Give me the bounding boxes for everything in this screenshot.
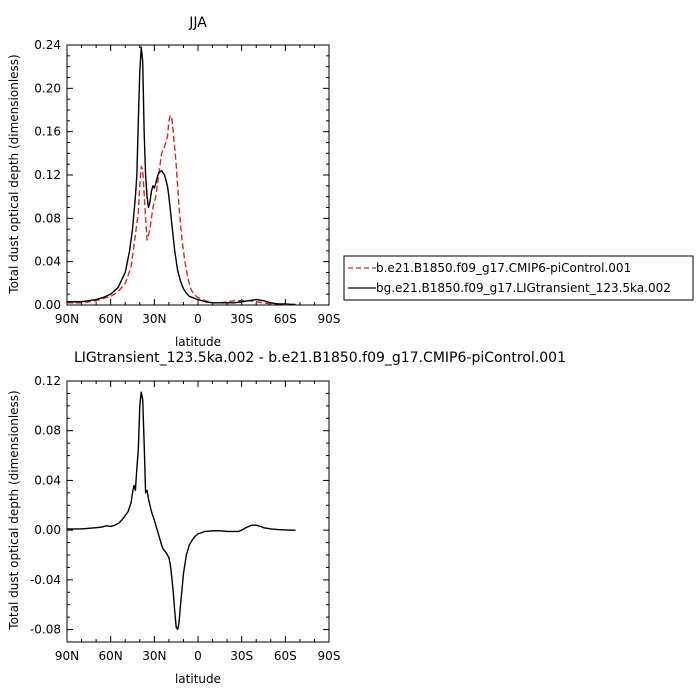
top-panel: JJA 90N 60N 30N 0 30S 60S 90S 0.00 0.04 0.08 0.12 0… bbox=[7, 15, 340, 349]
top-y-tick-label: 0.08 bbox=[34, 211, 61, 225]
bottom-x-tick-label: 30S bbox=[230, 649, 253, 663]
bottom-y-tick-label: 0.04 bbox=[34, 473, 61, 487]
top-x-tick-label: 60N bbox=[99, 312, 123, 326]
series-line-difference bbox=[67, 391, 296, 631]
top-y-axis-label: Total dust optical depth (dimensionless) bbox=[7, 54, 21, 294]
top-y-tick-label: 0.16 bbox=[34, 125, 61, 139]
top-x-tick-label: 30N bbox=[142, 312, 166, 326]
top-y-tick-label: 0.04 bbox=[34, 255, 61, 269]
top-x-axis-label: latitude bbox=[175, 335, 221, 349]
bottom-x-tick-label: 60S bbox=[274, 649, 297, 663]
top-chart-title: JJA bbox=[188, 15, 207, 31]
bottom-x-tick-label: 0 bbox=[194, 649, 202, 663]
bottom-x-axis-label: latitude bbox=[175, 672, 221, 686]
series-line-picontrol bbox=[67, 114, 296, 306]
bottom-x-tick-label: 90S bbox=[318, 649, 341, 663]
bottom-y-tick-label: -0.04 bbox=[30, 573, 61, 587]
series-line-ligtransient bbox=[67, 46, 296, 306]
top-x-tick-label: 90S bbox=[318, 312, 341, 326]
bottom-plot-frame bbox=[66, 380, 330, 643]
top-y-tick-label: 0.20 bbox=[34, 81, 61, 95]
bottom-chart-title: LIGtransient_123.5ka.002 - b.e21.B1850.f… bbox=[74, 350, 566, 366]
bottom-y-tick-label: 0.00 bbox=[34, 523, 61, 537]
bottom-y-axis-label: Total dust optical depth (dimensionless) bbox=[7, 390, 21, 630]
bottom-x-tick-label: 60N bbox=[99, 649, 123, 663]
top-x-tick-label: 0 bbox=[194, 312, 202, 326]
bottom-panel: LIGtransient_123.5ka.002 - b.e21.B1850.f… bbox=[7, 350, 566, 686]
top-y-tick-label: 0.12 bbox=[34, 168, 61, 182]
bottom-y-tick-label: 0.12 bbox=[34, 374, 61, 388]
top-plot-frame bbox=[66, 44, 330, 306]
legend-label-picontrol: b.e21.B1850.f09_g17.CMIP6-piControl.001 bbox=[376, 261, 631, 275]
legend-box bbox=[343, 255, 694, 301]
legend: b.e21.B1850.f09_g17.CMIP6-piControl.001 … bbox=[343, 255, 694, 301]
top-x-tick-label: 60S bbox=[274, 312, 297, 326]
bottom-y-tick-label: 0.08 bbox=[34, 424, 61, 438]
bottom-y-tick-label: -0.08 bbox=[30, 623, 61, 637]
bottom-x-tick-label: 90N bbox=[55, 649, 79, 663]
top-x-tick-label: 30S bbox=[230, 312, 253, 326]
top-y-tick-label: 0.00 bbox=[34, 298, 61, 312]
legend-label-ligtransient: bg.e21.B1850.f09_g17.LIGtransient_123.5k… bbox=[376, 281, 671, 295]
top-y-tick-label: 0.24 bbox=[34, 38, 61, 52]
top-x-tick-label: 90N bbox=[55, 312, 79, 326]
bottom-x-tick-label: 30N bbox=[142, 649, 166, 663]
